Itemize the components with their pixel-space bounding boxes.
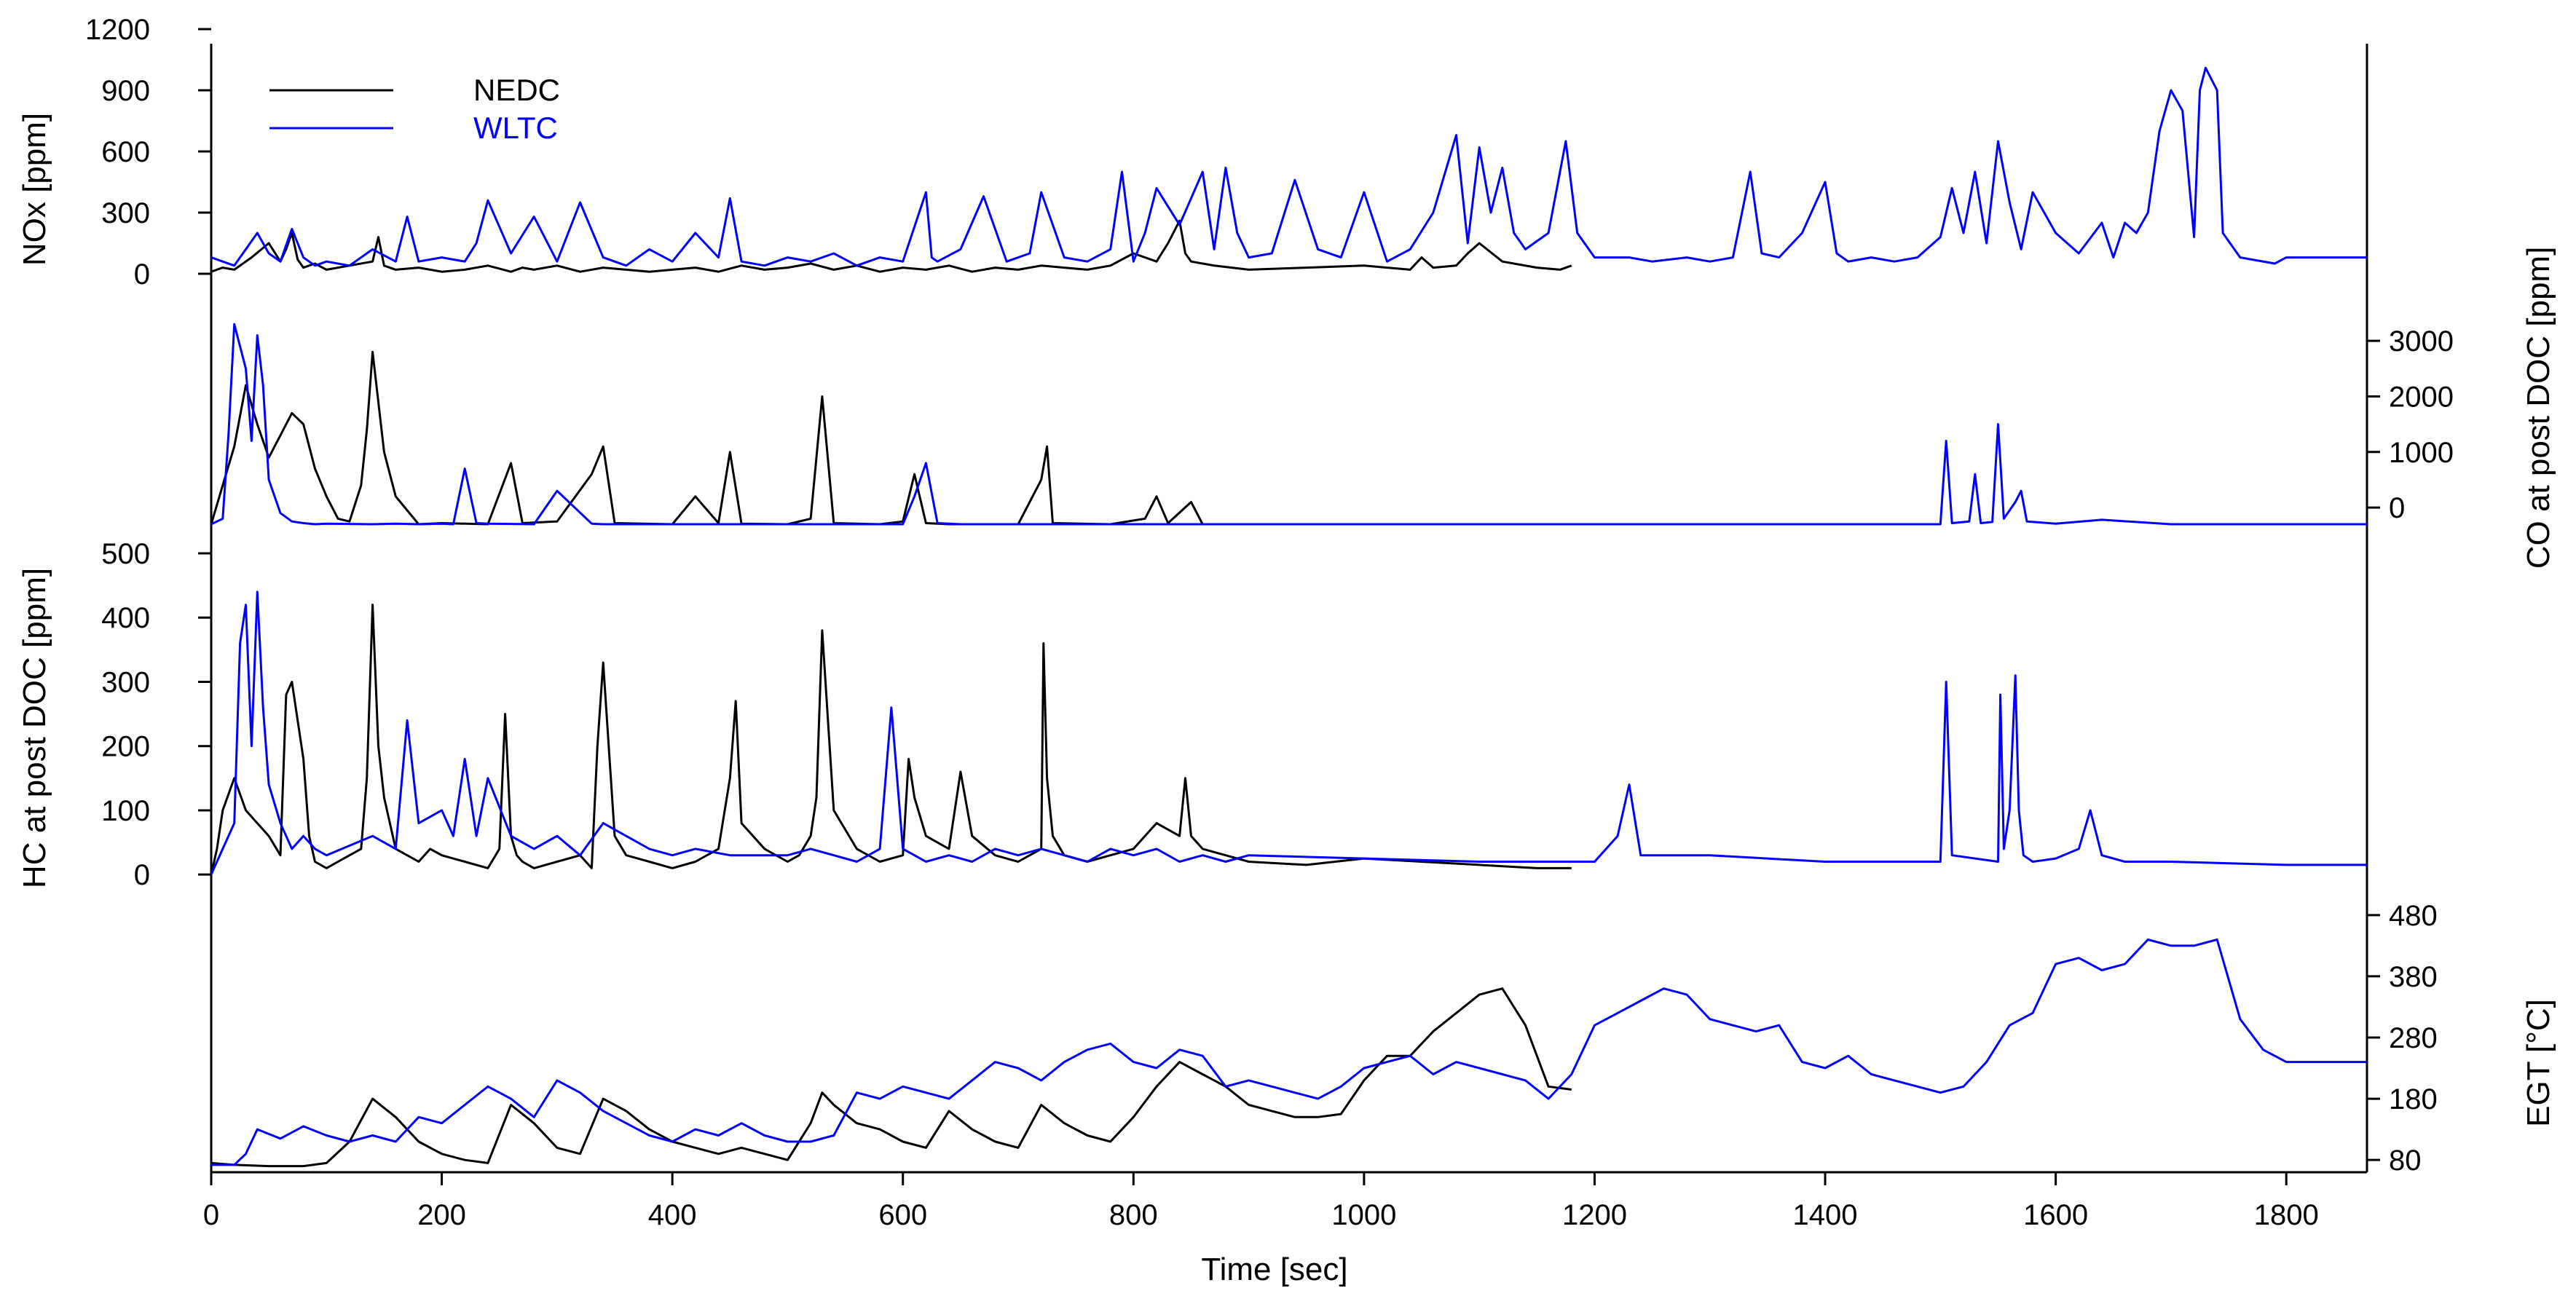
x-tick-label: 1400	[1793, 1199, 1858, 1231]
series-line-nedc-panel-0	[210, 219, 1572, 273]
y-tick-label: 280	[2389, 1022, 2438, 1054]
y-tick-label: 900	[101, 75, 150, 107]
x-tick-label: 1000	[1331, 1199, 1396, 1231]
x-axis-label: Time [sec]	[1201, 1252, 1347, 1287]
legend-label-wltc: WLTC	[473, 111, 558, 145]
x-tick-label: 1200	[1562, 1199, 1627, 1231]
series-line-nedc-panel-3	[210, 987, 1572, 1168]
y-tick-label: 1200	[85, 14, 150, 46]
y-tick-label: 0	[134, 859, 150, 891]
x-tick-label: 1600	[2023, 1199, 2088, 1231]
series-line-wltc-panel-1	[210, 323, 2367, 526]
y-tick-label: 500	[101, 538, 150, 570]
legend: NEDC WLTC	[269, 73, 560, 145]
legend-label-nedc: NEDC	[473, 73, 560, 107]
axis-layer: 0 200 400 600 800 1000 1200 1400 1600 18000300600…	[85, 14, 2454, 1231]
y-tick-label: 200	[101, 731, 150, 763]
series-layer	[210, 66, 2367, 1168]
y-tick-label: 2000	[2389, 381, 2454, 413]
x-tick-label: 400	[648, 1199, 697, 1231]
x-tick-label: 600	[878, 1199, 927, 1231]
egt-axis-label: EGT [°C]	[2521, 999, 2556, 1127]
y-tick-label: 480	[2389, 900, 2438, 932]
series-line-wltc-panel-2	[210, 590, 2367, 875]
x-tick-label: 0	[203, 1199, 219, 1231]
x-tick-label: 1800	[2254, 1199, 2319, 1231]
series-line-wltc-panel-0	[210, 66, 2367, 267]
x-tick-label: 800	[1109, 1199, 1158, 1231]
co-axis-label: CO at post DOC [ppm]	[2521, 247, 2556, 569]
y-tick-label: 3000	[2389, 325, 2454, 357]
x-tick-label: 200	[417, 1199, 466, 1231]
y-tick-label: 300	[101, 666, 150, 698]
nox-axis-label: NOx [ppm]	[17, 113, 52, 266]
y-tick-label: 400	[101, 602, 150, 634]
y-tick-label: 180	[2389, 1083, 2438, 1115]
series-line-wltc-panel-3	[211, 939, 2367, 1166]
y-tick-label: 600	[101, 136, 150, 168]
y-tick-label: 1000	[2389, 437, 2454, 469]
y-tick-label: 380	[2389, 961, 2438, 993]
y-tick-label: 0	[2389, 492, 2405, 524]
y-tick-label: 80	[2389, 1145, 2422, 1177]
hc-axis-label: HC at post DOC [ppm]	[17, 568, 52, 888]
y-tick-label: 300	[101, 197, 150, 229]
series-line-nedc-panel-2	[210, 604, 1572, 875]
chart-frame	[210, 44, 2368, 1174]
y-tick-label: 100	[101, 795, 150, 827]
series-line-nedc-panel-1	[210, 350, 1572, 526]
y-tick-label: 0	[134, 258, 150, 291]
